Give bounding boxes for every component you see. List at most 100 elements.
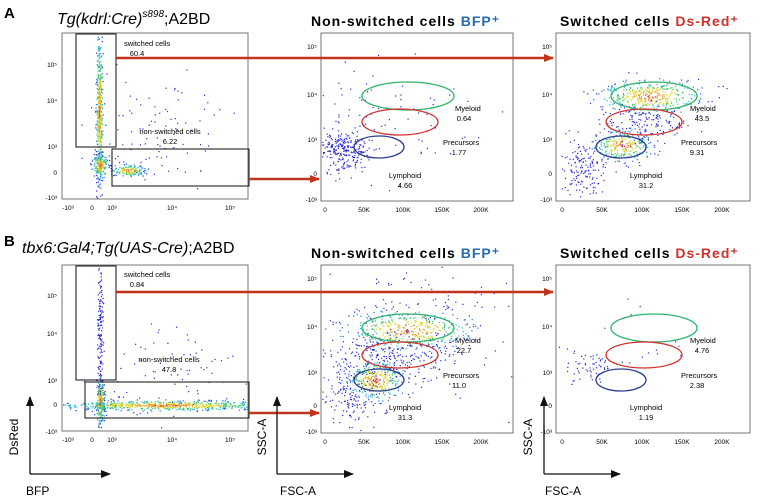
event-dot <box>668 96 670 98</box>
event-dot <box>346 146 349 148</box>
event-dot <box>615 131 617 133</box>
event-dot <box>603 128 605 130</box>
event-dot <box>179 406 181 408</box>
event-dot <box>696 114 698 117</box>
event-dot <box>95 405 97 407</box>
event-dot <box>399 302 401 304</box>
event-dot <box>370 348 372 350</box>
event-dot <box>116 402 118 404</box>
event-dot <box>569 194 571 196</box>
event-dot <box>379 367 381 369</box>
event-dot <box>96 111 98 113</box>
event-dot <box>99 144 101 146</box>
event-dot <box>454 363 456 365</box>
event-dot <box>376 355 378 357</box>
event-dot <box>407 344 409 347</box>
event-dot <box>644 103 646 105</box>
gate-percent-nonswitched: 47.8 <box>162 365 177 374</box>
event-dot <box>334 393 336 395</box>
event-dot <box>146 405 148 407</box>
event-dot <box>638 123 640 125</box>
event-dot <box>102 297 104 300</box>
event-dot <box>98 423 100 425</box>
event-dot <box>147 168 150 170</box>
event-dot <box>412 338 414 340</box>
event-dot <box>153 405 155 407</box>
event-dot <box>576 367 578 369</box>
event-dot <box>199 405 201 408</box>
event-dot <box>134 363 136 365</box>
event-dot <box>623 155 625 157</box>
event-dot <box>407 365 409 367</box>
event-dot <box>375 365 377 367</box>
event-dot <box>97 160 99 162</box>
event-dot <box>128 170 130 172</box>
event-dot <box>98 305 100 307</box>
event-dot <box>637 90 639 92</box>
event-dot <box>100 397 102 399</box>
event-dot <box>388 338 390 340</box>
event-dot <box>632 94 635 96</box>
event-dot <box>369 339 371 341</box>
event-dot <box>429 97 432 99</box>
event-dot <box>98 156 100 158</box>
event-dot <box>427 380 429 382</box>
event-dot <box>638 102 640 104</box>
event-dot <box>134 406 136 409</box>
event-dot <box>189 404 191 406</box>
event-dot <box>124 169 126 171</box>
event-dot <box>467 337 469 339</box>
event-dot <box>97 405 99 407</box>
event-dot <box>396 368 398 370</box>
event-dot <box>104 103 106 105</box>
event-dot <box>353 399 355 401</box>
event-dot <box>104 159 106 161</box>
event-dot <box>101 279 103 281</box>
event-dot <box>648 91 650 93</box>
event-dot <box>187 407 190 409</box>
event-dot <box>193 408 195 410</box>
event-dot <box>343 147 345 149</box>
event-dot <box>174 401 176 403</box>
event-dot <box>377 343 379 345</box>
event-dot <box>651 92 653 94</box>
event-dot <box>576 177 578 179</box>
event-dot <box>648 117 650 119</box>
event-dot <box>659 129 661 132</box>
event-dot <box>653 97 655 99</box>
event-dot <box>476 301 478 304</box>
event-dot <box>391 331 393 333</box>
event-dot <box>626 100 628 102</box>
event-dot <box>365 116 368 118</box>
event-dot <box>641 88 643 90</box>
event-dot <box>97 67 99 69</box>
event-dot <box>344 367 346 369</box>
event-dot <box>98 141 101 143</box>
event-dot <box>99 317 101 319</box>
event-dot <box>686 102 688 104</box>
event-dot <box>184 402 186 404</box>
event-dot <box>98 101 100 103</box>
event-dot <box>354 404 356 407</box>
event-dot <box>98 386 100 388</box>
event-dot <box>99 82 102 84</box>
event-dot <box>97 95 99 97</box>
event-dot <box>669 105 672 107</box>
event-dot <box>414 320 417 322</box>
event-dot <box>337 121 339 123</box>
x-tick: 10⁴ <box>167 437 177 444</box>
event-dot <box>90 163 92 165</box>
x-tick-labels: 0 50K 100K 150K 200K <box>560 207 730 214</box>
event-dot <box>98 168 100 170</box>
event-dot <box>348 165 350 167</box>
event-dot <box>97 186 99 188</box>
event-dot <box>411 334 414 336</box>
event-dot <box>355 355 357 357</box>
event-dot <box>382 389 384 391</box>
event-dot <box>620 144 623 146</box>
event-dot <box>598 364 600 366</box>
gate-lymphoid <box>595 135 647 159</box>
event-dot <box>606 143 609 145</box>
event-dot <box>418 139 420 141</box>
event-dot <box>380 310 382 312</box>
